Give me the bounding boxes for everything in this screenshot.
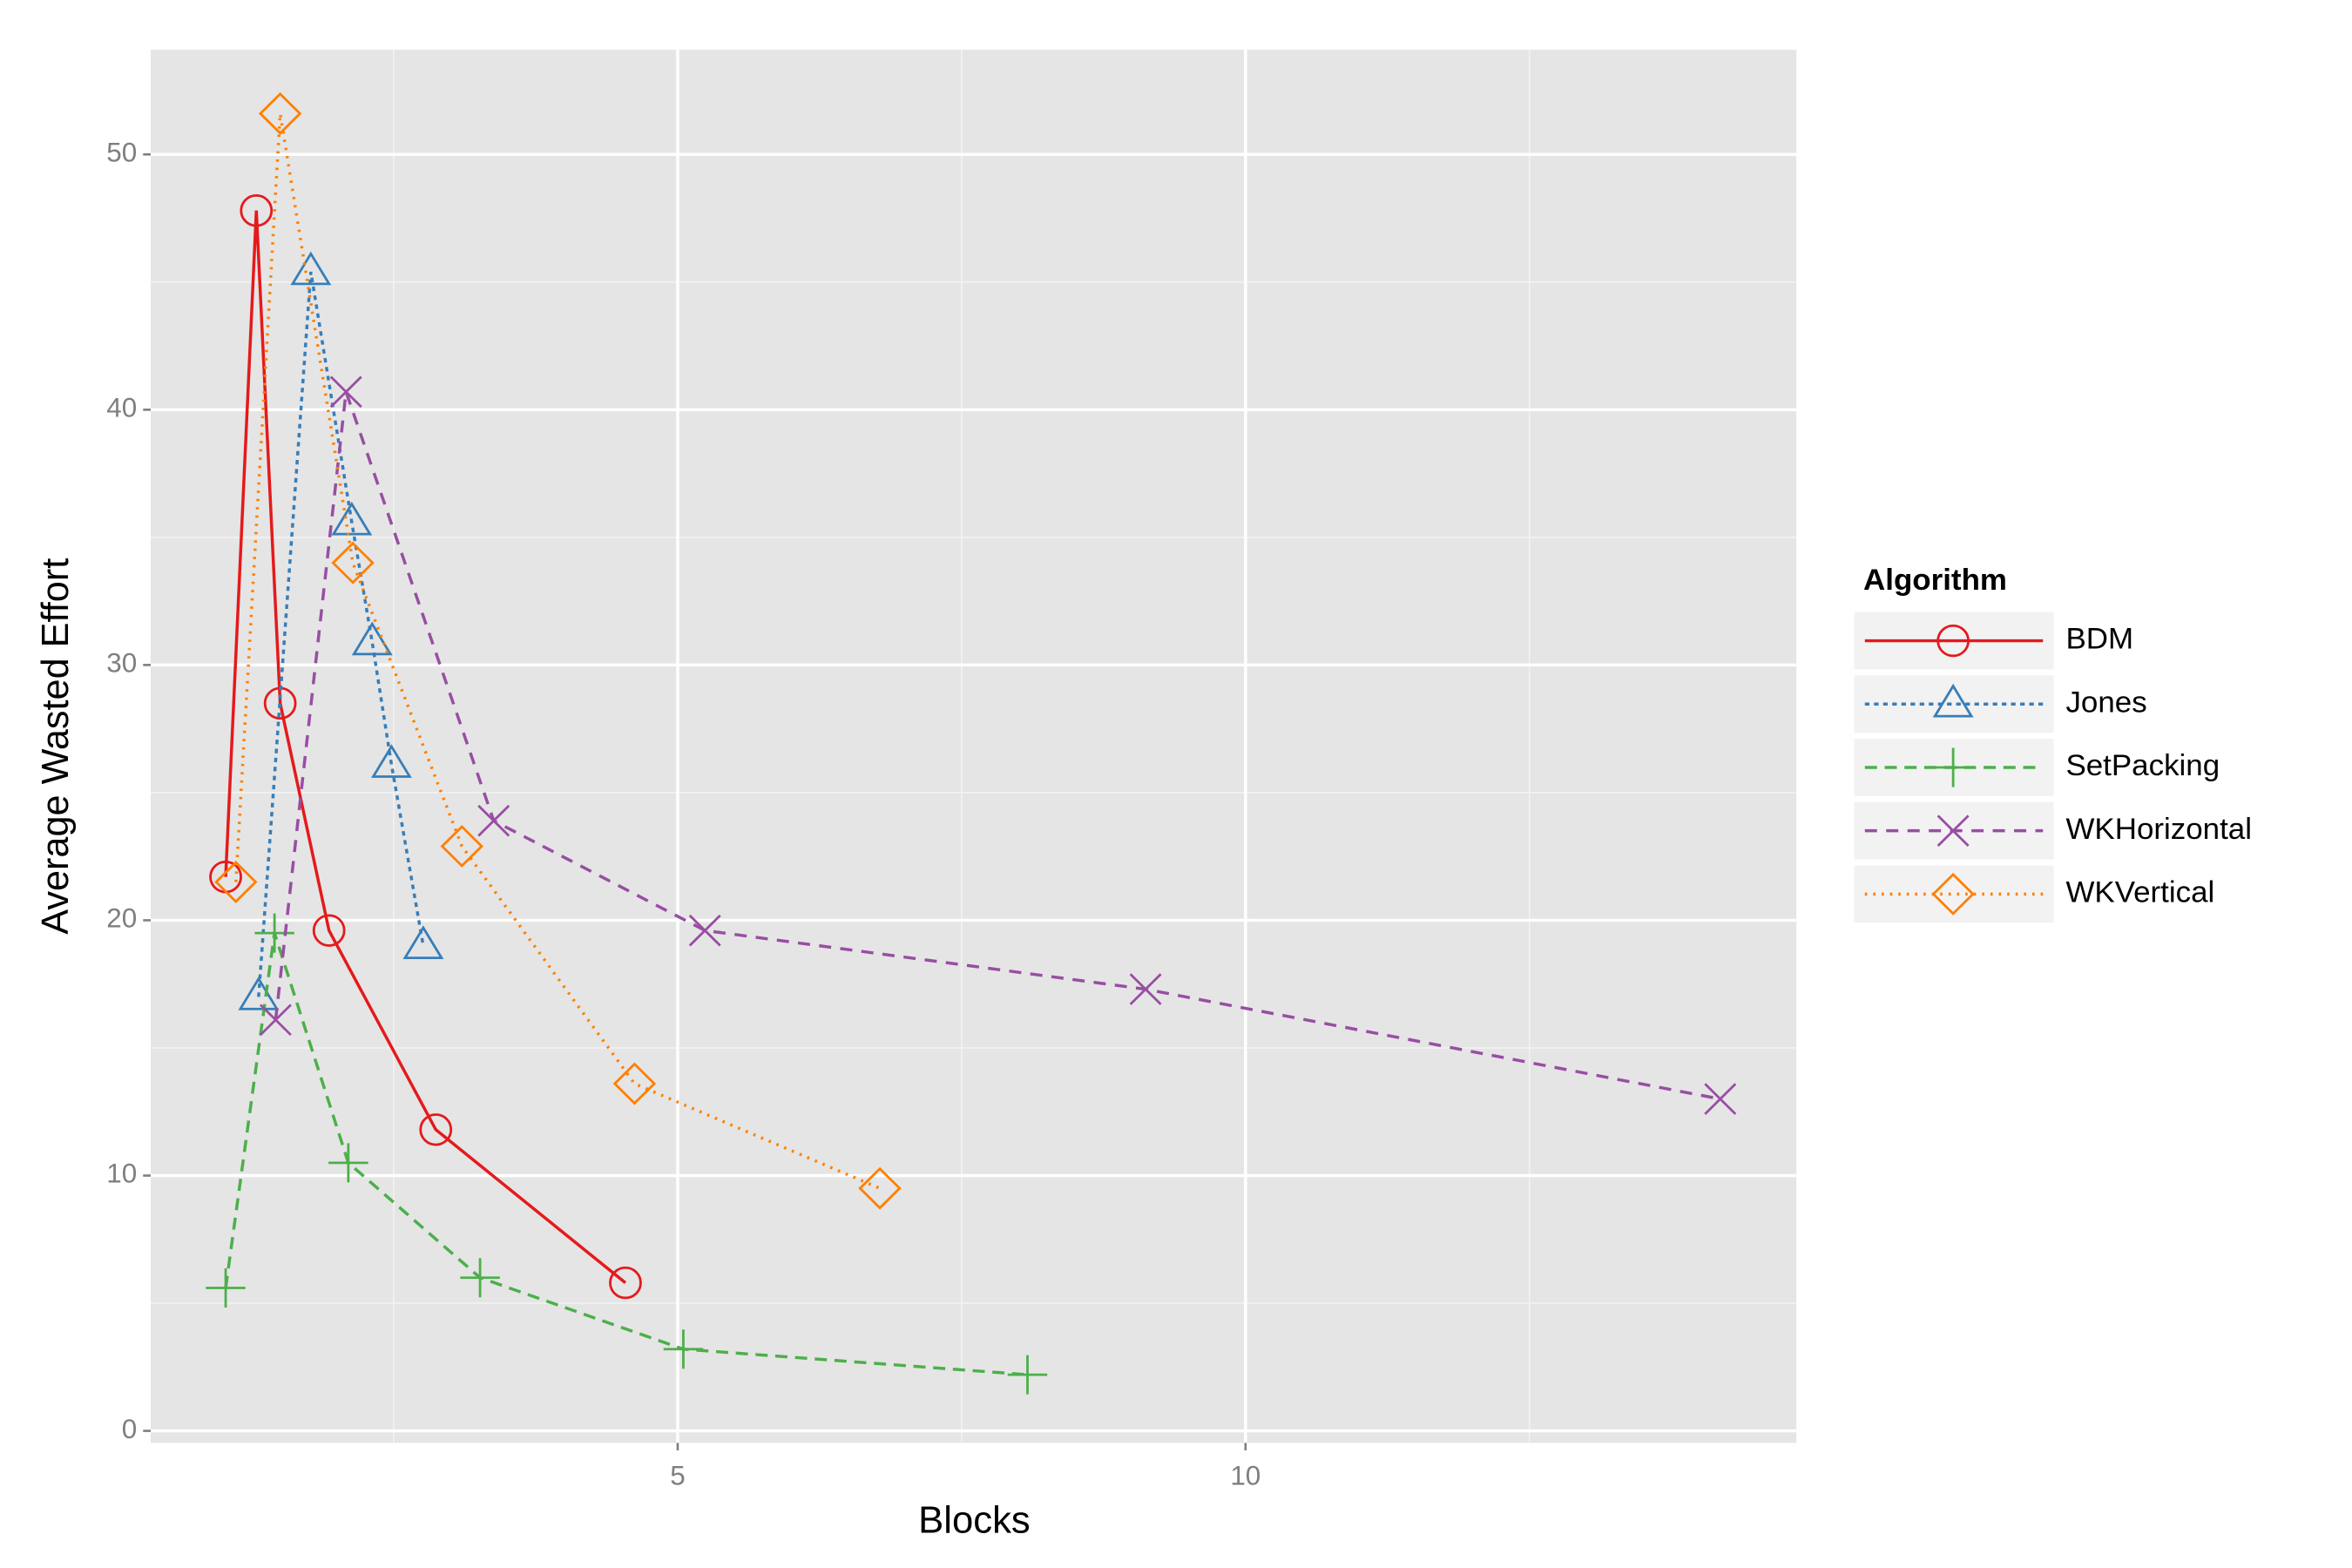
point-marker — [240, 194, 274, 227]
legend-key — [1851, 672, 2057, 736]
y-axis-title: Average Wasted Effort — [35, 558, 77, 935]
legend-label: SetPacking — [2065, 749, 2220, 782]
series-line — [257, 271, 425, 997]
y-tick-label: 10 — [106, 1159, 137, 1189]
point-marker — [858, 1166, 902, 1210]
point-marker — [312, 914, 346, 947]
point-marker — [419, 1113, 453, 1146]
legend-label: Jones — [2065, 686, 2146, 720]
series-line — [274, 391, 1721, 1101]
legend-label: WKHorizontal — [2065, 813, 2252, 846]
point-marker — [331, 501, 373, 536]
point-marker — [258, 91, 302, 135]
x-tick-label: 10 — [1230, 1461, 1260, 1491]
point-marker — [206, 1267, 246, 1308]
y-tick-label: 40 — [106, 393, 137, 423]
point-marker — [263, 686, 297, 720]
point-marker — [238, 976, 280, 1010]
point-marker — [609, 1266, 642, 1300]
legend-title: Algorithm — [1863, 564, 2007, 597]
plot-panel — [151, 50, 1797, 1443]
point-marker — [328, 1143, 368, 1183]
y-tick-label: 30 — [106, 648, 137, 679]
point-marker — [259, 1004, 292, 1037]
y-tick-label: 20 — [106, 903, 137, 934]
legend-marker — [1931, 872, 1975, 916]
point-marker — [214, 861, 258, 903]
series-line — [224, 210, 627, 1284]
legend-label: BDM — [2065, 623, 2133, 656]
legend: BDM Jones SetPacking WKHorizontal WKVertical — [1851, 609, 2252, 926]
series-lines — [206, 91, 1737, 1395]
legend-label: WKVertical — [2065, 876, 2214, 909]
grid — [151, 50, 1797, 1443]
legend-marker — [1936, 624, 1970, 658]
point-marker — [329, 375, 362, 409]
x-tick-label: 5 — [670, 1461, 685, 1491]
legend-marker — [1936, 814, 1970, 847]
axes: 5 10 0 10 20 30 40 50 — [106, 138, 1260, 1491]
point-marker — [351, 621, 393, 656]
legend-marker — [1932, 683, 1974, 718]
point-marker — [1704, 1083, 1737, 1115]
point-marker — [254, 913, 294, 953]
series-line — [224, 932, 1028, 1376]
point-marker — [440, 825, 483, 868]
point-marker — [402, 925, 444, 959]
point-marker — [688, 914, 721, 947]
point-marker — [663, 1329, 704, 1369]
point-marker — [477, 804, 510, 837]
point-marker — [370, 744, 412, 778]
legend-marker — [1933, 747, 1973, 787]
y-tick-label: 50 — [106, 138, 137, 168]
point-marker — [1007, 1355, 1048, 1395]
point-marker — [290, 251, 332, 286]
point-marker — [612, 1062, 657, 1105]
x-axis-title: Blocks — [918, 1500, 1031, 1542]
y-tick-label: 0 — [122, 1414, 137, 1444]
point-marker — [331, 541, 375, 585]
point-marker — [209, 860, 242, 894]
point-marker — [1129, 973, 1162, 1005]
point-marker — [460, 1258, 500, 1298]
